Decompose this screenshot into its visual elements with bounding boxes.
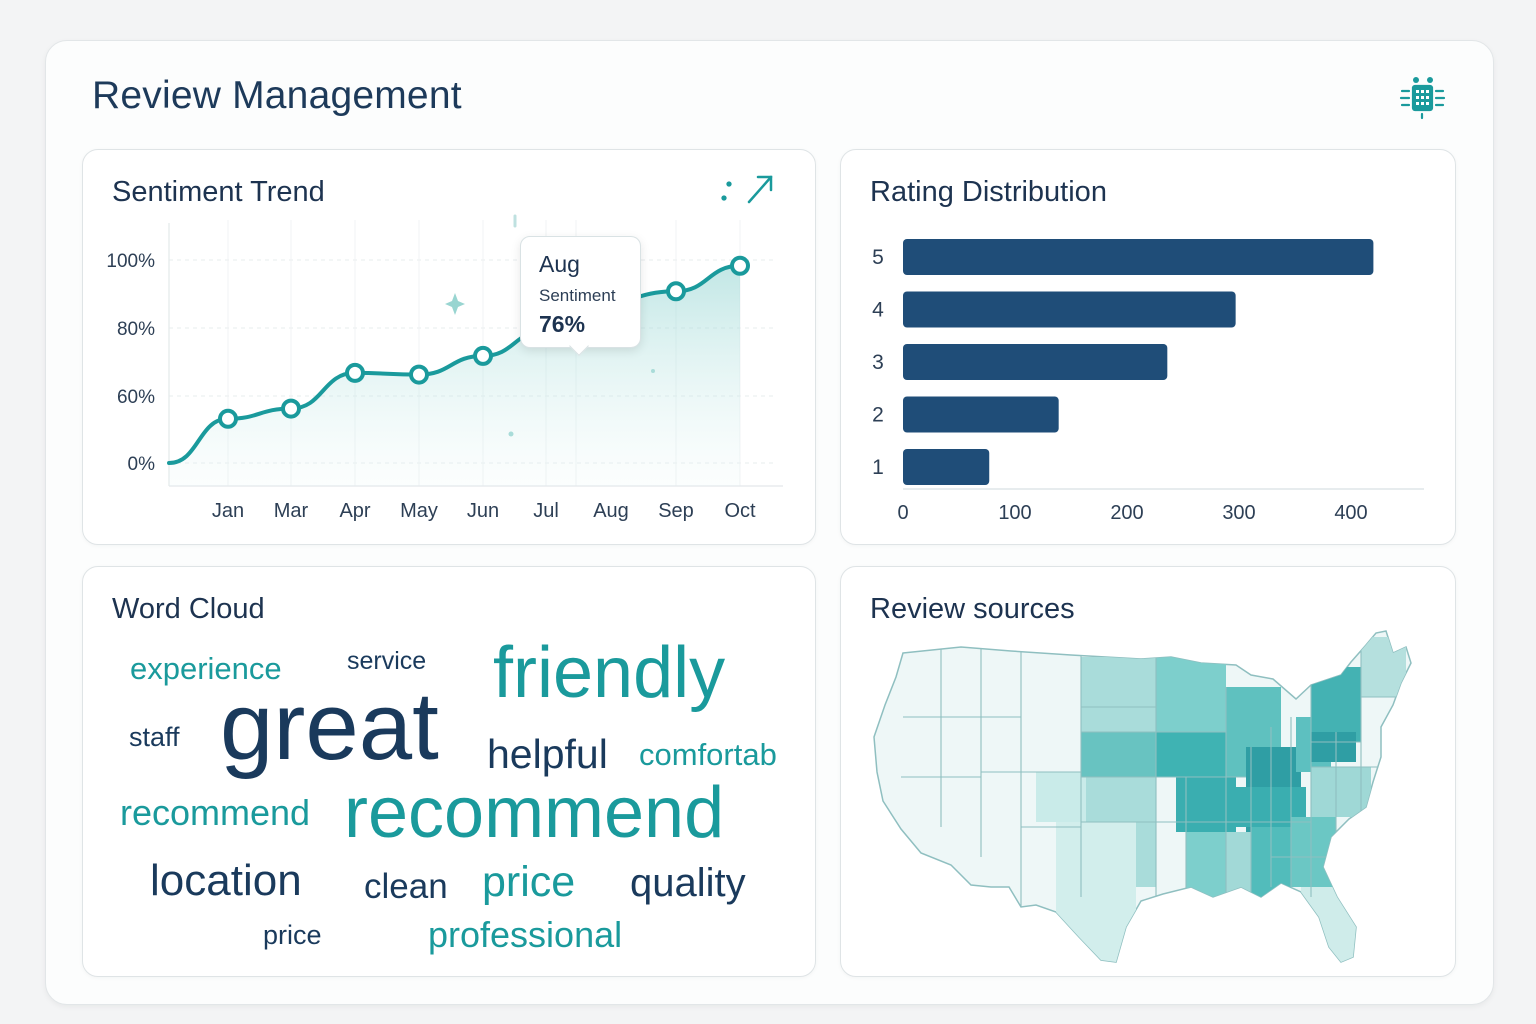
x-tick-label: May — [400, 500, 438, 522]
y-tick-label: 5 — [872, 246, 884, 269]
review-sources-title: Review sources — [870, 593, 1075, 625]
word-helpful[interactable]: helpful — [487, 731, 608, 777]
word-comfortab[interactable]: comfortab — [639, 737, 777, 772]
trend-point-apr[interactable] — [345, 362, 365, 383]
trend-point-jan[interactable] — [218, 408, 238, 429]
word-service[interactable]: service — [347, 647, 427, 675]
word-quality[interactable]: quality — [630, 861, 746, 905]
tooltip-value: 76% — [539, 311, 586, 337]
x-tick-label: 400 — [1334, 502, 1367, 524]
y-tick-label: 4 — [872, 299, 884, 322]
rating-distribution-chart: 5 4 3 2 1 0 100 200 300 400 — [872, 239, 1424, 524]
trend-point-mar[interactable] — [281, 398, 301, 419]
word-professional[interactable]: professional — [428, 914, 623, 955]
x-tick-label: Aug — [593, 500, 629, 522]
bar-rating-4[interactable] — [903, 291, 1236, 328]
word-cloud-title: Word Cloud — [112, 593, 265, 625]
y-tick-label: 1 — [872, 456, 884, 479]
trend-point-may[interactable] — [409, 364, 429, 385]
word-staff[interactable]: staff — [129, 722, 180, 752]
decor-dot — [651, 369, 655, 373]
review-sources-card: Review sources — [840, 566, 1456, 977]
word-recommend[interactable]: recommend — [120, 792, 311, 833]
x-tick-label: Jun — [467, 500, 499, 522]
rating-distribution-card: Rating Distribution 5 4 3 2 1 0 100 200 300 400 — [840, 149, 1456, 545]
bar-rating-1[interactable] — [903, 449, 990, 485]
y-tick-label: 0% — [128, 454, 156, 475]
x-tick-label: Mar — [274, 500, 309, 522]
trend-point-jun[interactable] — [473, 345, 493, 366]
sentiment-trend-chart: Jan Mar Apr May Jun Jul Aug Sep Oct 0% 60% 80% 100% — [106, 175, 783, 522]
x-tick-label: Sep — [658, 500, 694, 522]
x-tick-label: Jul — [533, 500, 559, 522]
trend-arrow-icon — [721, 175, 773, 204]
x-tick-label: 100 — [998, 502, 1031, 524]
sentiment-trend-card: Sentiment Trend Jan Mar Apr May Jun Jul Aug Sep… — [82, 149, 816, 545]
y-tick-label: 60% — [117, 387, 155, 408]
bar-rating-2[interactable] — [903, 396, 1059, 433]
rating-distribution-title: Rating Distribution — [870, 176, 1107, 208]
x-tick-label: 300 — [1222, 502, 1255, 524]
tooltip: Aug Sentiment 76% — [520, 236, 641, 356]
bar-rating-3[interactable] — [903, 344, 1168, 380]
y-tick-label: 100% — [106, 251, 155, 272]
x-tick-label: Jan — [212, 500, 244, 522]
sparkle-icon — [445, 293, 465, 315]
x-tick-label: Oct — [724, 500, 756, 522]
word-price[interactable]: price — [482, 858, 576, 906]
x-tick-label: Apr — [339, 500, 370, 522]
sentiment-trend-title: Sentiment Trend — [112, 176, 325, 208]
word-recommend[interactable]: recommend — [344, 773, 725, 853]
word-friendly[interactable]: friendly — [493, 633, 726, 713]
bar-rating-5[interactable] — [903, 239, 1374, 275]
word-experience[interactable]: experience — [130, 651, 282, 686]
us-map[interactable] — [841, 567, 1455, 976]
tooltip-label: Sentiment — [539, 286, 616, 305]
trend-point-sep[interactable] — [666, 281, 686, 302]
y-tick-label: 2 — [872, 404, 884, 427]
x-tick-label: 200 — [1110, 502, 1143, 524]
decor-dot — [508, 431, 514, 437]
word-location[interactable]: location — [150, 856, 302, 905]
page-title: Review Management — [92, 74, 462, 117]
word-great[interactable]: great — [220, 673, 439, 780]
y-tick-label: 3 — [872, 351, 884, 374]
trend-point-oct[interactable] — [730, 255, 750, 276]
building-icon[interactable] — [1398, 74, 1448, 122]
tooltip-month: Aug — [539, 251, 580, 277]
word-cloud-card: Word Cloud experience service friendly staf… — [82, 566, 816, 977]
y-tick-label: 80% — [117, 319, 155, 340]
word-price[interactable]: price — [263, 920, 322, 950]
x-tick-label: 0 — [897, 502, 908, 524]
word-clean[interactable]: clean — [364, 867, 448, 906]
